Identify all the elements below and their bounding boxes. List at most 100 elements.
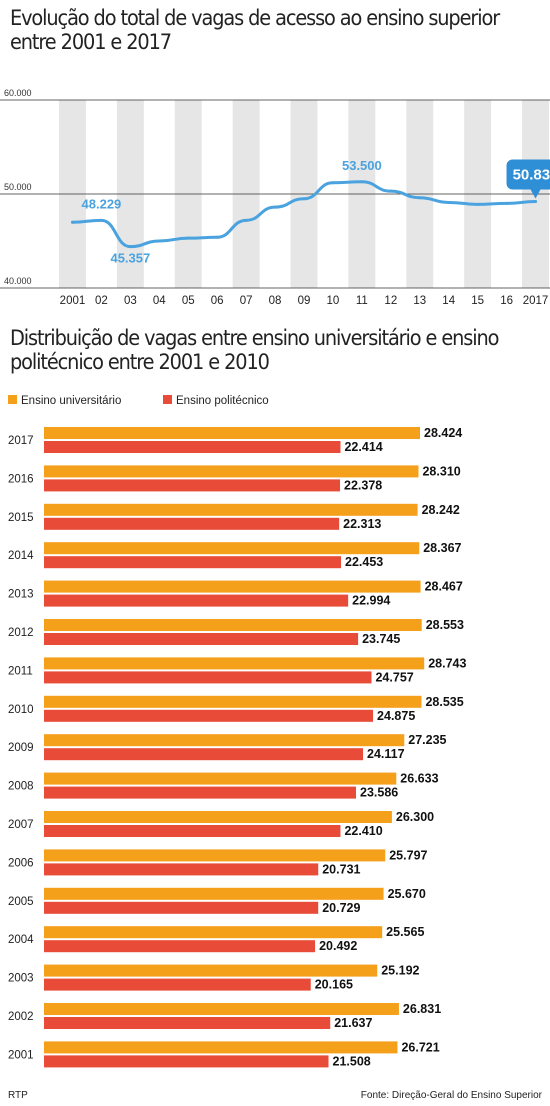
data-point <box>534 200 538 204</box>
callout-label: 50.838 <box>513 167 550 184</box>
data-label-university: 25.670 <box>388 887 426 901</box>
bar-university <box>44 580 421 593</box>
x-tick-label: 14 <box>442 295 455 307</box>
bar-polytechnic <box>44 1055 329 1068</box>
data-label-university: 26.633 <box>400 772 438 786</box>
data-label-university: 25.192 <box>381 964 419 978</box>
legend-label: Ensino universitário <box>21 395 121 407</box>
bar-polytechnic <box>44 517 340 530</box>
bar-polytechnic <box>44 479 341 492</box>
line-chart-title: Evolução do total de vagas de acesso ao … <box>10 6 500 54</box>
data-point <box>418 196 422 200</box>
data-label-university: 28.242 <box>422 503 460 517</box>
bar-polytechnic <box>44 671 372 684</box>
data-label-university: 25.797 <box>389 848 427 862</box>
data-point <box>128 245 132 249</box>
y-tick-label: 60.000 <box>4 88 32 98</box>
data-label-polytechnic: 23.586 <box>360 786 398 800</box>
category-label: 2001 <box>8 1049 34 1061</box>
bar-university <box>44 811 392 823</box>
data-label-polytechnic: 22.453 <box>345 555 383 569</box>
bar-polytechnic <box>44 633 359 645</box>
callout-box <box>506 159 550 190</box>
category-label: 2011 <box>8 665 33 677</box>
data-point <box>505 201 509 205</box>
data-label-polytechnic: 22.994 <box>352 594 390 608</box>
category-label: 2003 <box>8 973 34 985</box>
data-label: 48.229 <box>82 196 122 211</box>
data-label-polytechnic: 22.378 <box>344 478 382 492</box>
x-tick-label: 12 <box>384 295 397 307</box>
legend-swatch-university <box>8 395 17 404</box>
data-label-polytechnic: 20.729 <box>322 901 360 915</box>
callout-pointer <box>530 189 541 199</box>
category-label: 2009 <box>8 742 34 754</box>
x-tick-label: 11 <box>356 295 368 307</box>
data-label-university: 28.535 <box>425 695 463 709</box>
category-label: 2014 <box>8 550 34 562</box>
bar-university <box>44 542 420 555</box>
data-label-polytechnic: 20.731 <box>322 862 360 876</box>
y-tick-label: 50.000 <box>4 182 32 192</box>
data-point <box>447 200 451 204</box>
data-label-polytechnic: 22.414 <box>344 440 382 454</box>
bar-university <box>44 1003 399 1015</box>
bar-polytechnic <box>44 594 349 607</box>
x-tick-label: 05 <box>182 295 195 307</box>
x-tick-label: 2017 <box>523 295 549 307</box>
bar-polytechnic <box>44 556 342 569</box>
bar-university <box>44 887 384 900</box>
y-tick-label: 40.000 <box>4 276 32 286</box>
bar-polytechnic <box>44 786 357 799</box>
x-tick-label: 13 <box>413 295 426 307</box>
bar-university <box>44 734 405 747</box>
category-label: 2013 <box>8 589 34 601</box>
data-label-polytechnic: 20.492 <box>319 939 357 953</box>
data-point <box>244 218 248 222</box>
x-tick-label: 09 <box>298 295 311 307</box>
x-tick-label: 02 <box>95 295 108 307</box>
data-label-university: 26.300 <box>396 810 434 824</box>
data-point <box>186 236 190 240</box>
category-label: 2004 <box>8 934 34 946</box>
data-label-university: 26.831 <box>403 1002 441 1016</box>
category-label: 2007 <box>8 819 34 831</box>
data-label-polytechnic: 24.757 <box>375 670 413 684</box>
data-point <box>215 235 219 239</box>
footer-credit: RTP <box>8 1090 28 1101</box>
bar-university <box>44 849 386 862</box>
bar-chart: Ensino universitário Ensino politécnico 20… <box>8 395 467 1068</box>
data-point <box>70 220 74 224</box>
data-point <box>99 218 103 222</box>
bar-university <box>44 1041 398 1054</box>
category-label: 2006 <box>8 857 34 869</box>
data-label-polytechnic: 23.745 <box>362 632 400 646</box>
legend-label: Ensino politécnico <box>176 395 269 407</box>
data-label-university: 28.310 <box>422 464 460 478</box>
data-label-polytechnic: 24.875 <box>377 709 415 723</box>
data-label-polytechnic: 22.313 <box>343 517 381 531</box>
category-label: 2017 <box>8 435 34 447</box>
data-point <box>331 181 335 185</box>
data-point <box>157 239 161 243</box>
bar-chart-title: Distribuição de vagas entre ensino unive… <box>10 326 499 374</box>
data-label-university: 27.235 <box>408 733 446 747</box>
category-label: 2002 <box>8 1011 34 1023</box>
x-tick-label: 15 <box>471 295 484 307</box>
bar-polytechnic <box>44 940 316 953</box>
legend-swatch-polytechnic <box>163 395 172 404</box>
x-tick-label: 03 <box>124 295 137 307</box>
x-tick-label: 04 <box>153 295 166 307</box>
data-label-university: 28.467 <box>425 580 463 594</box>
data-label: 45.357 <box>110 251 150 266</box>
line-chart: 60.000 50.000 40.000 2001 02 03 04 05 06 07 08 09 10… <box>0 88 550 307</box>
bar-polytechnic <box>44 978 311 991</box>
bar-university <box>44 427 420 439</box>
category-label: 2015 <box>8 512 34 524</box>
bar-polytechnic <box>44 748 364 761</box>
data-label-polytechnic: 24.117 <box>367 747 405 761</box>
bar-university <box>44 695 422 708</box>
data-label-polytechnic: 20.165 <box>315 978 353 992</box>
bar-university <box>44 772 397 785</box>
bar-polytechnic <box>44 825 341 837</box>
